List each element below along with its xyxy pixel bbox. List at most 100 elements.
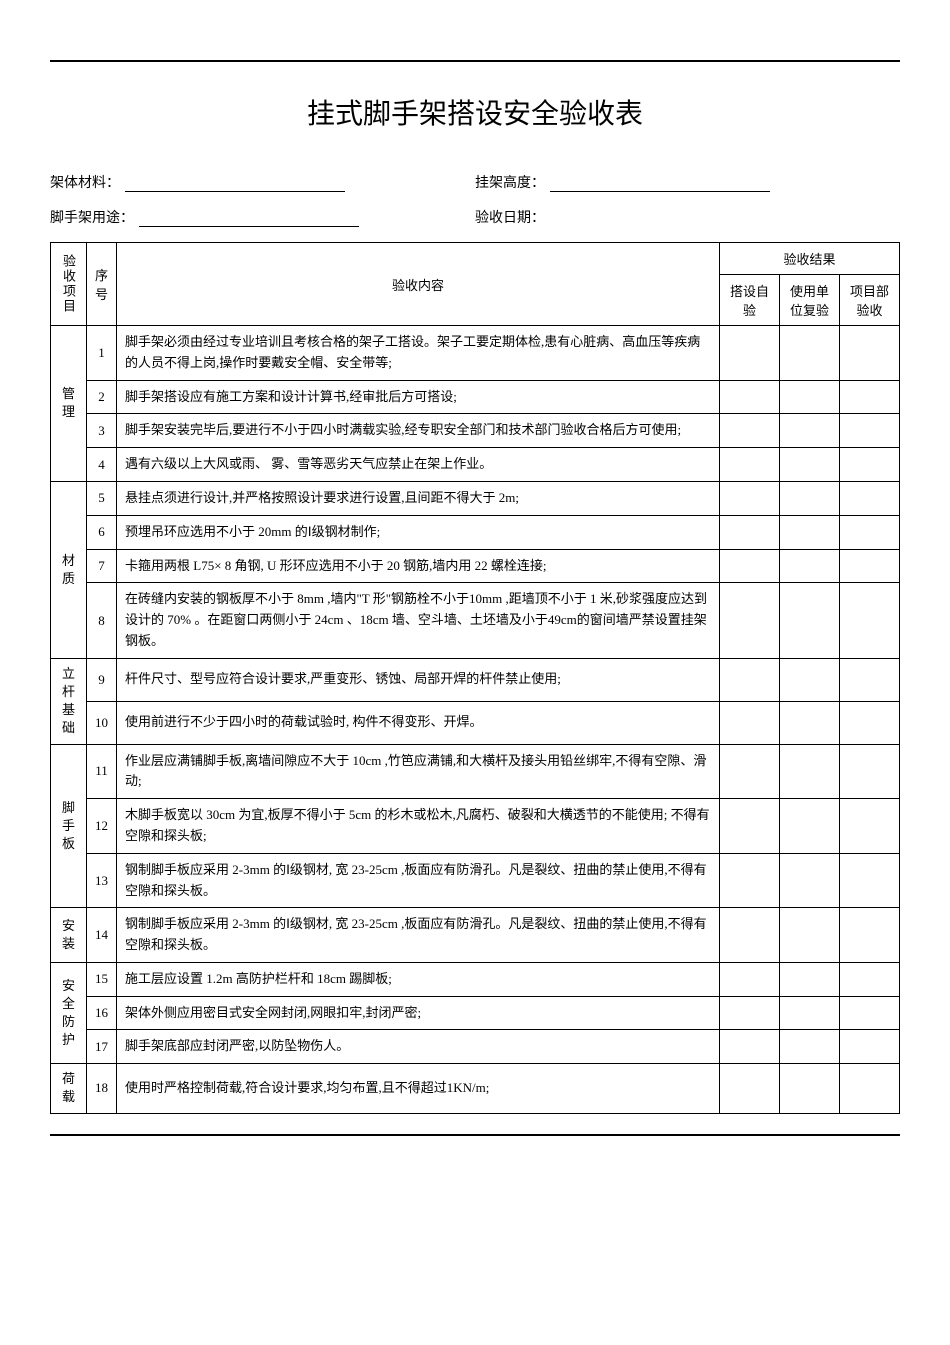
cell-unit-check[interactable] — [780, 908, 840, 963]
cell-unit-check[interactable] — [780, 1030, 840, 1064]
row-content: 钢制脚手板应采用 2-3mm 的Ⅰ级钢材, 宽 23-25cm ,板面应有防滑孔… — [117, 908, 720, 963]
cell-project-check[interactable] — [840, 701, 900, 744]
height-label: 挂架高度： — [475, 172, 545, 192]
table-row: 安全防护 15 施工层应设置 1.2m 高防护栏杆和 18cm 踢脚板; — [51, 962, 900, 996]
row-content: 钢制脚手板应采用 2-3mm 的Ⅰ级钢材, 宽 23-25cm ,板面应有防滑孔… — [117, 853, 720, 908]
row-num: 17 — [87, 1030, 117, 1064]
cell-unit-check[interactable] — [780, 549, 840, 583]
cell-self-check[interactable] — [720, 962, 780, 996]
cell-self-check[interactable] — [720, 1064, 780, 1113]
table-row: 3 脚手架安装完毕后,要进行不小于四小时满载实验,经专职安全部门和技术部门验收合… — [51, 414, 900, 448]
table-header-row: 验收项目 序号 验收内容 验收结果 — [51, 243, 900, 275]
usage-input[interactable] — [139, 226, 359, 227]
cell-unit-check[interactable] — [780, 799, 840, 854]
cell-unit-check[interactable] — [780, 380, 840, 414]
cell-unit-check[interactable] — [780, 701, 840, 744]
cell-self-check[interactable] — [720, 799, 780, 854]
row-num: 10 — [87, 701, 117, 744]
cell-project-check[interactable] — [840, 326, 900, 381]
header-unit-check: 使用单位复验 — [780, 275, 840, 326]
cell-self-check[interactable] — [720, 1030, 780, 1064]
cell-self-check[interactable] — [720, 658, 780, 701]
cell-unit-check[interactable] — [780, 448, 840, 482]
cell-self-check[interactable] — [720, 448, 780, 482]
cell-self-check[interactable] — [720, 908, 780, 963]
cell-self-check[interactable] — [720, 996, 780, 1030]
row-num: 12 — [87, 799, 117, 854]
cell-project-check[interactable] — [840, 962, 900, 996]
table-row: 4 遇有六级以上大风或雨、 雾、雪等恶劣天气应禁止在架上作业。 — [51, 448, 900, 482]
row-num: 2 — [87, 380, 117, 414]
table-row: 16 架体外侧应用密目式安全网封闭,网眼扣牢,封闭严密; — [51, 996, 900, 1030]
cell-unit-check[interactable] — [780, 658, 840, 701]
row-content: 脚手架必须由经过专业培训且考核合格的架子工搭设。架子工要定期体检,患有心脏病、高… — [117, 326, 720, 381]
cell-self-check[interactable] — [720, 549, 780, 583]
row-content: 预埋吊环应选用不小于 20mm 的Ⅰ级钢材制作; — [117, 515, 720, 549]
cell-project-check[interactable] — [840, 799, 900, 854]
cell-self-check[interactable] — [720, 380, 780, 414]
cell-unit-check[interactable] — [780, 414, 840, 448]
cell-unit-check[interactable] — [780, 853, 840, 908]
cell-project-check[interactable] — [840, 658, 900, 701]
cell-unit-check[interactable] — [780, 996, 840, 1030]
row-content: 悬挂点须进行设计,并严格按照设计要求进行设置,且间距不得大于 2m; — [117, 481, 720, 515]
cell-unit-check[interactable] — [780, 962, 840, 996]
cell-project-check[interactable] — [840, 414, 900, 448]
table-row: 材质 5 悬挂点须进行设计,并严格按照设计要求进行设置,且间距不得大于 2m; — [51, 481, 900, 515]
cell-unit-check[interactable] — [780, 515, 840, 549]
cell-project-check[interactable] — [840, 448, 900, 482]
cell-project-check[interactable] — [840, 515, 900, 549]
cell-self-check[interactable] — [720, 414, 780, 448]
table-row: 6 预埋吊环应选用不小于 20mm 的Ⅰ级钢材制作; — [51, 515, 900, 549]
category-post-base: 立杆基础 — [51, 658, 87, 744]
inspection-table: 验收项目 序号 验收内容 验收结果 搭设自验 使用单位复验 项目部验收 管理 1… — [50, 242, 900, 1114]
cell-project-check[interactable] — [840, 549, 900, 583]
row-num: 3 — [87, 414, 117, 448]
category-load: 荷载 — [51, 1064, 87, 1113]
table-row: 10 使用前进行不少于四小时的荷载试验时, 构件不得变形、开焊。 — [51, 701, 900, 744]
cell-project-check[interactable] — [840, 583, 900, 658]
cell-unit-check[interactable] — [780, 1064, 840, 1113]
cell-self-check[interactable] — [720, 326, 780, 381]
usage-label: 脚手架用途： — [50, 207, 134, 227]
row-content: 杆件尺寸、型号应符合设计要求,严重变形、锈蚀、局部开焊的杆件禁止使用; — [117, 658, 720, 701]
row-content: 施工层应设置 1.2m 高防护栏杆和 18cm 踢脚板; — [117, 962, 720, 996]
row-content: 木脚手板宽以 30cm 为宜,板厚不得小于 5cm 的杉木或松木,凡腐朽、破裂和… — [117, 799, 720, 854]
row-num: 4 — [87, 448, 117, 482]
cell-project-check[interactable] — [840, 1064, 900, 1113]
table-row: 荷载 18 使用时严格控制荷载,符合设计要求,均匀布置,且不得超过1KN/m; — [51, 1064, 900, 1113]
form-row-1: 架体材料： 挂架高度： — [50, 172, 900, 192]
cell-project-check[interactable] — [840, 996, 900, 1030]
cell-project-check[interactable] — [840, 853, 900, 908]
cell-project-check[interactable] — [840, 481, 900, 515]
cell-unit-check[interactable] — [780, 744, 840, 799]
header-category: 验收项目 — [51, 243, 87, 326]
row-content: 遇有六级以上大风或雨、 雾、雪等恶劣天气应禁止在架上作业。 — [117, 448, 720, 482]
cell-project-check[interactable] — [840, 1030, 900, 1064]
row-num: 5 — [87, 481, 117, 515]
cell-unit-check[interactable] — [780, 583, 840, 658]
cell-unit-check[interactable] — [780, 481, 840, 515]
cell-unit-check[interactable] — [780, 326, 840, 381]
cell-self-check[interactable] — [720, 481, 780, 515]
height-input[interactable] — [550, 191, 770, 192]
cell-project-check[interactable] — [840, 744, 900, 799]
cell-self-check[interactable] — [720, 515, 780, 549]
cell-self-check[interactable] — [720, 583, 780, 658]
cell-project-check[interactable] — [840, 380, 900, 414]
row-num: 15 — [87, 962, 117, 996]
table-row: 脚手板 11 作业层应满铺脚手板,离墙间隙应不大于 10cm ,竹笆应满铺,和大… — [51, 744, 900, 799]
row-num: 6 — [87, 515, 117, 549]
category-safety: 安全防护 — [51, 962, 87, 1063]
category-material: 材质 — [51, 481, 87, 658]
material-input[interactable] — [125, 191, 345, 192]
cell-self-check[interactable] — [720, 701, 780, 744]
table-row: 2 脚手架搭设应有施工方案和设计计算书,经审批后方可搭设; — [51, 380, 900, 414]
row-num: 9 — [87, 658, 117, 701]
row-num: 18 — [87, 1064, 117, 1113]
cell-self-check[interactable] — [720, 853, 780, 908]
cell-project-check[interactable] — [840, 908, 900, 963]
row-num: 11 — [87, 744, 117, 799]
table-row: 12 木脚手板宽以 30cm 为宜,板厚不得小于 5cm 的杉木或松木,凡腐朽、… — [51, 799, 900, 854]
cell-self-check[interactable] — [720, 744, 780, 799]
